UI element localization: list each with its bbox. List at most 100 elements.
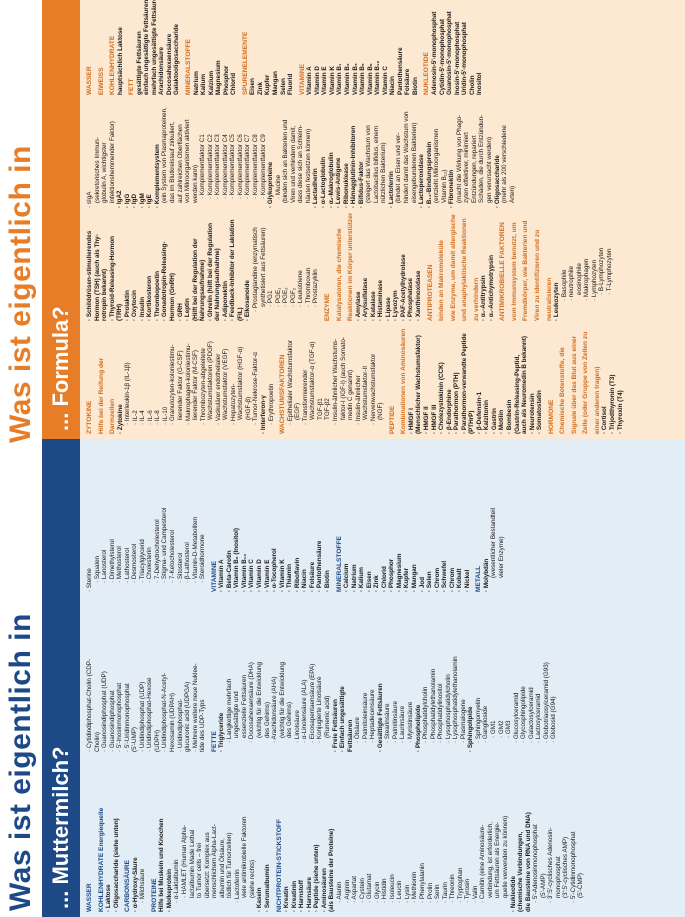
list-item: Uridin-5'-monophosphat (461, 22, 469, 95)
list-item: · Uridindiphosphat- (176, 698, 184, 752)
list-item: · Carnitin (eine Aminosäure- (479, 824, 487, 903)
list-item: Nahrungsaufnahme) (199, 259, 207, 321)
list-item: (als Bausteine der Proteine) (328, 828, 336, 912)
list-item: · Glycosphingolipide (520, 686, 528, 743)
list-item: · Guanosindiphosphat (UDP) (101, 671, 109, 752)
list-item: · HMGF III (430, 404, 438, 434)
list-item: monophosphat (554, 856, 562, 898)
section-heading: METALL (475, 565, 483, 592)
list-item: · IL-8 (154, 410, 162, 425)
list-item: faktor-I (IGF-I) (auch Somato- (339, 337, 347, 420)
list-item: Biotin (411, 77, 419, 95)
list-item: · Lactosylceramid (535, 693, 543, 743)
list-item: · IL-10 (161, 406, 169, 425)
list-item: · Insulin-ähnlicher (354, 375, 362, 425)
list-item: · Threonin (449, 874, 457, 903)
list-item: Zink (256, 82, 264, 95)
list-item: · Globotriaosylceramid (G93) (542, 662, 550, 743)
list-item: · HAMLET (Human Alpha- (181, 824, 189, 898)
list-item: · Sterine (86, 568, 93, 592)
list-item: Guanosin-5'-monophosphat (446, 11, 454, 95)
list-item: Viren und verhindern damit, (289, 125, 297, 203)
section-heading: und anaphylaktische Reaktionen (461, 218, 469, 321)
list-item: Inositol (476, 72, 484, 95)
list-item: Hilfe bei Muskeln und Knochen (158, 818, 166, 912)
formula-column-4: WASSER EIWEISS KOHLENHYDRATE hauptsächlich … (86, 0, 679, 100)
list-item: · Uridindiphosphat-Hexose (146, 677, 154, 752)
list-item: · Cortisol (601, 406, 609, 434)
section-heading: EIWEISS (97, 67, 105, 95)
list-item: Vitamin C (381, 66, 389, 95)
list-item: Chlorid (230, 72, 238, 95)
list-item: menschlichem Alpha-Lact- (211, 824, 219, 898)
list-item: · IgD (131, 194, 139, 208)
list-item: · Sphingomyelin (474, 697, 482, 743)
list-item: gen verursacht werden) (485, 136, 493, 203)
list-item: Wachstumsfaktoren (PDGF) (207, 341, 215, 420)
section-heading: ENZYME (323, 293, 331, 321)
list-item: lierender Faktor (M-CSF) (192, 350, 200, 420)
list-item: · Palmitinsäure (391, 701, 399, 743)
list-item: · Makrophagen (583, 258, 591, 301)
list-item: Hormon (TSH) (auch als Thy- (93, 234, 101, 321)
list-item: · Interleukin-1β (IL-1β) (124, 362, 132, 425)
list-item: · Docosahexaensäure (DHA) (248, 662, 256, 743)
list-item: Wachstumsfaktor-α (TGF-α) (309, 341, 317, 420)
list-item: · Ganglioside (482, 705, 490, 743)
milk-column-2: · Cytidindiphosphat-Cholin (CDP- Cholin)… (86, 597, 679, 757)
list-item: · Chlorid (380, 566, 388, 592)
list-item: · Dimethylsterol (108, 539, 116, 583)
list-item: · Feedback-Inhibitor der Laktation (229, 219, 237, 321)
list-item: · Guanosindiphosphat (108, 690, 116, 752)
list-item: · Bifidus-Faktor (357, 161, 365, 208)
section-heading: zu verhindern (472, 277, 480, 321)
list-item: · Molkeprotein (165, 868, 173, 912)
list-item: viele antimikrobielle Faktoren (241, 816, 249, 898)
section-heading: PEPTIDE (388, 405, 396, 434)
section-heading: ANTIPROTEASEN (426, 264, 434, 321)
section-heading: Zelle (oder Gruppe von Zellen zu (582, 331, 590, 434)
list-item: · Ribonuklease (342, 163, 350, 208)
list-item: · Vaskulärer endothelialer (214, 353, 222, 425)
list-item: · GM2 (497, 720, 505, 739)
list-item: · Langkettige mehrfach (225, 678, 233, 743)
list-item: · Vitamin D (256, 559, 264, 592)
list-item: · Glykoproteine (267, 161, 275, 208)
list-item: · IgE (146, 194, 154, 208)
list-item: · Mangan (410, 564, 418, 592)
list-item: · α₁-Antitrypsin (480, 275, 488, 321)
list-item: · Kalium (358, 567, 366, 592)
list-item: · Niacin (301, 569, 309, 592)
list-item: Wachstumsfaktor-II (362, 366, 370, 420)
list-item: glucuronic acid (UDPGA) (184, 681, 192, 752)
list-item: Kalium (200, 74, 208, 95)
section-heading: WACHSTUMSFAKTOREN (279, 354, 287, 434)
milk-panel-header: ... Muttermilch? (42, 439, 80, 917)
section-heading: binden an Makromoleküle (438, 240, 446, 321)
list-item: Wachstumsfaktor (VEGF) (222, 348, 230, 421)
list-item: · Myristinsäure (406, 701, 414, 743)
list-item: · Parathormon (PTH) (453, 372, 461, 434)
list-item: · Molybdän (482, 558, 490, 592)
list-item: · Squalen (93, 556, 101, 583)
list-item: · Komplementfaktor C1 (199, 134, 207, 199)
list-item: · Milchsäure (139, 868, 147, 903)
list-item: Vitamin B₅ (359, 63, 367, 95)
section-heading: NICHTPROTEIN-STICKSTOFF (275, 819, 283, 912)
list-item: TGF-β1 (316, 398, 324, 420)
list-item: · Plasmalogene (459, 699, 467, 743)
list-item: Folsäure (404, 68, 412, 95)
list-item: TGF-β2 (324, 398, 332, 420)
list-item: · Eisen (365, 571, 373, 592)
list-item: · Lactoferrin (233, 869, 241, 903)
list-item: Arachidonsäure (158, 47, 166, 95)
list-item: Selen (279, 78, 287, 95)
list-item: · Leukotriene (297, 270, 305, 307)
list-item: · Tryptophan (456, 867, 464, 903)
list-item: · IL-6 (146, 410, 154, 425)
list-item: · Desmosterol (131, 543, 139, 583)
list-item: · Insulin-ähnlicher Wachstums- (331, 338, 339, 425)
list-item: · Sitosterol (176, 552, 184, 583)
list-item: · Histaminase (377, 280, 385, 321)
list-item: · Einfach ungesättigte (339, 686, 347, 752)
